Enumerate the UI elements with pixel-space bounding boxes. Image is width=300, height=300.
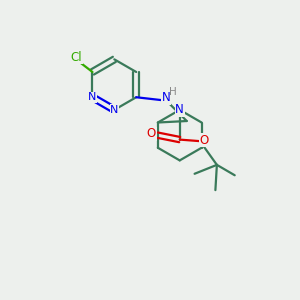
Text: Cl: Cl	[70, 51, 82, 64]
Text: N: N	[162, 91, 170, 104]
Text: N: N	[88, 92, 97, 102]
Text: O: O	[200, 134, 209, 147]
Text: N: N	[110, 105, 118, 115]
Text: N: N	[175, 103, 184, 116]
Text: O: O	[147, 127, 156, 140]
Text: H: H	[169, 87, 176, 97]
